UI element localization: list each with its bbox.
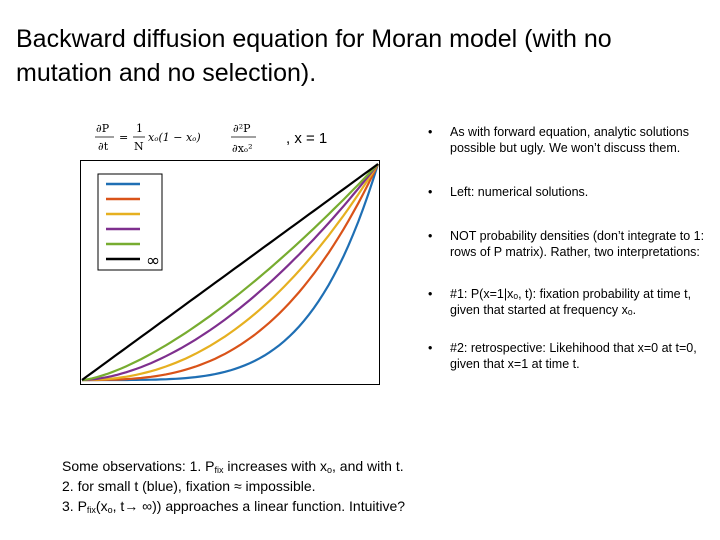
eq-rhs-numerator: ∂²P xyxy=(233,122,251,135)
legend-box xyxy=(97,173,163,271)
fixation-probability-plot: ∞ xyxy=(80,160,380,385)
curve-red xyxy=(82,163,379,382)
eq-equals: = xyxy=(119,131,128,144)
eq-coef-numerator: 1 xyxy=(136,122,143,135)
observation-line-1: Some observations: 1. Pfix increases wit… xyxy=(62,458,404,475)
observation-line-2: 2. for small t (blue), fixation ≈ imposs… xyxy=(62,478,316,494)
eq-lhs-denominator: ∂t xyxy=(98,140,109,153)
curve-yellow xyxy=(82,163,379,382)
observation-line-3: 3. Pfix(xo, t→ ∞)) approaches a linear f… xyxy=(62,498,406,515)
bullet-item: NOT probability densities (don’t integra… xyxy=(428,228,708,260)
bullet-item: #2: retrospective: Likehihood that x=0 a… xyxy=(428,340,708,372)
eq-rhs-denominator: ∂xₒ² xyxy=(232,142,253,155)
observations-text: Some observations: 1. Pfix increases wit… xyxy=(62,456,622,516)
curve-black xyxy=(81,163,379,381)
bullet-item: As with forward equation, analytic solut… xyxy=(428,124,708,156)
bullet-list: As with forward equation, analytic solut… xyxy=(428,124,708,372)
legend-infinity-label: ∞ xyxy=(146,251,160,271)
eq-factor: xₒ(1 − xₒ) xyxy=(148,131,201,144)
slide-title: Backward diffusion equation for Moran mo… xyxy=(16,25,612,87)
bullet-item: #1: P(x=1|xₒ, t): fixation probability a… xyxy=(428,286,708,318)
eq-lhs-numerator: ∂P xyxy=(96,122,110,135)
eq-coef-denominator: N xyxy=(134,140,144,153)
curve-purple xyxy=(81,163,379,382)
legend-swatches: ∞ xyxy=(106,182,160,271)
backward-diffusion-equation: ∂P ∂t = 1 N xₒ(1 − xₒ) ∂²P ∂xₒ² xyxy=(95,122,256,155)
curve-green xyxy=(81,163,379,382)
bullet-item: Left: numerical solutions. xyxy=(428,184,708,200)
plot-curves xyxy=(81,163,380,382)
eq-boundary-condition: , x = 1 xyxy=(286,130,328,147)
